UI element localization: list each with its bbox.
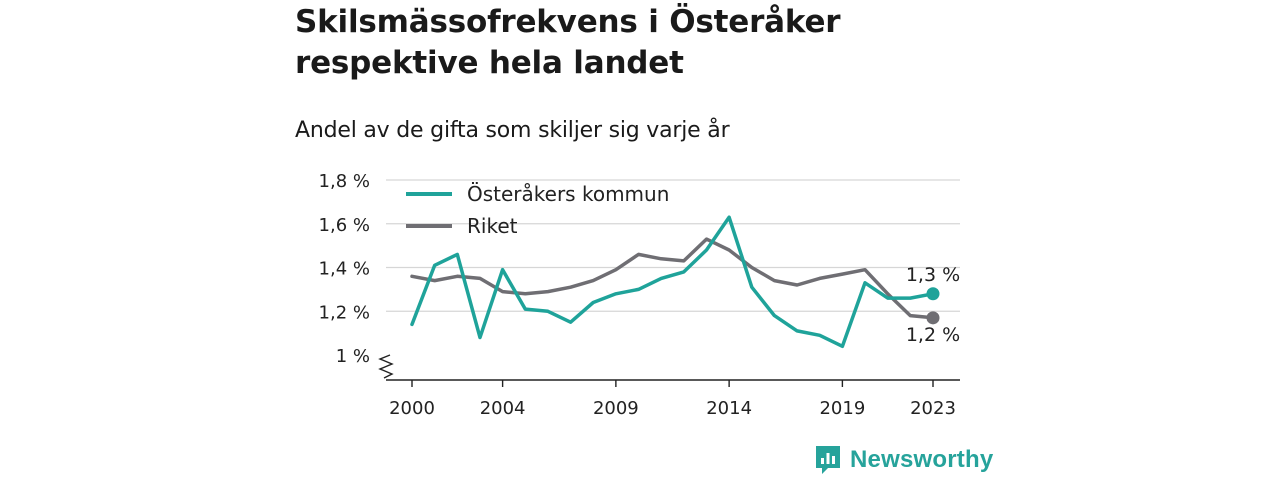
y-tick-label: 1 % — [336, 346, 370, 367]
x-tick-label: 2014 — [706, 398, 752, 419]
y-tick-label: 1,6 % — [319, 215, 370, 236]
x-tick-label: 2019 — [819, 398, 865, 419]
x-tick-label: 2004 — [480, 398, 526, 419]
grid-lines — [378, 179, 960, 379]
end-label: 1,3 % — [906, 264, 960, 286]
legend-label: Österåkers kommun — [467, 182, 669, 206]
series-line-0 — [410, 215, 935, 349]
legend-label: Riket — [467, 214, 518, 238]
x-tick-label: 2009 — [593, 398, 639, 419]
y-tick-label: 1,8 % — [319, 171, 370, 192]
x-tick-label: 2000 — [389, 398, 435, 419]
bar-chart-logo-icon — [816, 446, 840, 474]
end-labels: 1,3 % 1,2 % — [906, 264, 960, 346]
series-line-1 — [410, 237, 935, 320]
chart-subtitle: Andel av de gifta som skiljer sig varje … — [295, 118, 730, 143]
y-tick-label: 1,2 % — [319, 302, 370, 323]
brand-name: Newsworthy — [850, 446, 994, 473]
series-end-point-0 — [926, 287, 940, 301]
series-end-point-1 — [926, 311, 940, 325]
y-axis-ticks: 1 % 1,2 % 1,4 % 1,6 % 1,8 % — [319, 171, 370, 367]
axis-break-icon — [378, 354, 394, 379]
y-tick-label: 1,4 % — [319, 259, 370, 280]
legend: Österåkers kommun Riket — [406, 182, 669, 238]
x-tick-label: 2023 — [910, 398, 956, 419]
series-lines — [410, 215, 940, 349]
chart-title: Skilsmässofrekvens i Österåker respektiv… — [295, 4, 841, 81]
newsworthy-brand: Newsworthy — [814, 444, 993, 476]
end-label: 1,2 % — [906, 324, 960, 346]
x-axis: 2000 2004 2009 2014 2019 2023 — [386, 379, 960, 419]
